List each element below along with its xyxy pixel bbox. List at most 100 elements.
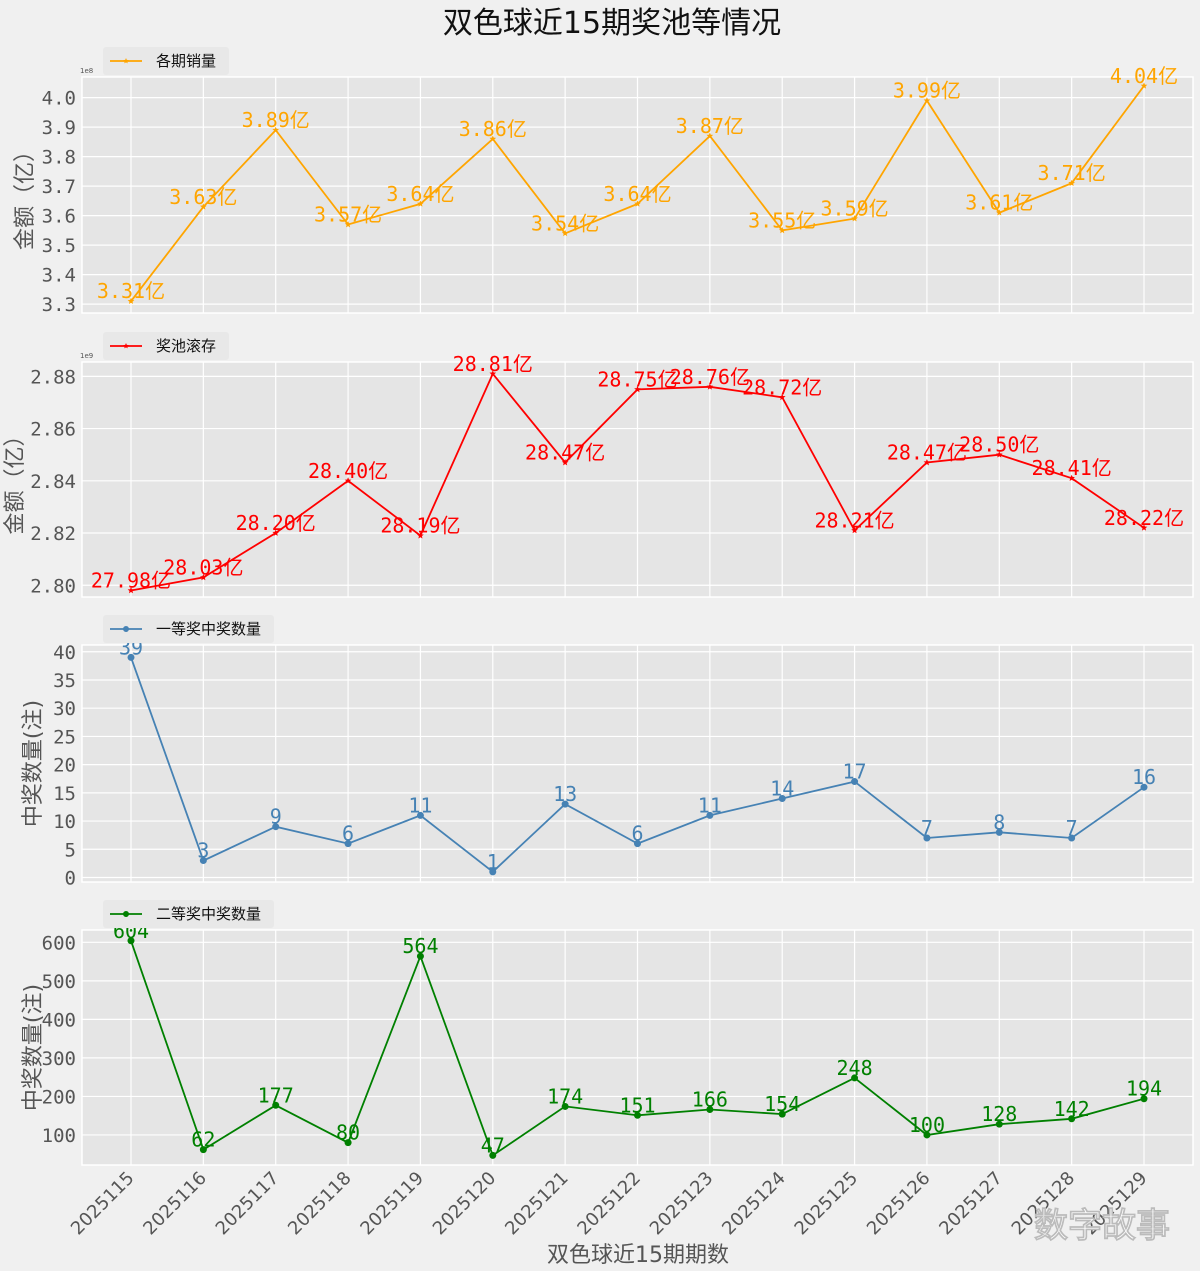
data-label: 100	[909, 1113, 945, 1137]
data-point-marker	[127, 297, 135, 305]
data-point-marker	[199, 1146, 207, 1154]
data-label: 3.87亿	[676, 114, 744, 138]
data-point-marker	[851, 215, 858, 222]
data-point-marker	[416, 811, 424, 819]
data-label: 7	[1066, 816, 1078, 840]
data-point-marker	[706, 811, 714, 819]
y-tick-label: 30	[53, 698, 76, 720]
figure-title: 双色球近15期奖池等情况	[443, 6, 781, 41]
legend: 各期销量	[103, 47, 229, 75]
y-tick-label: 35	[53, 670, 76, 692]
data-point-marker	[923, 459, 931, 466]
data-point-marker	[561, 229, 569, 237]
data-label: 28.76亿	[670, 365, 750, 389]
data-point-marker	[995, 828, 1003, 836]
y-tick-label: 15	[53, 783, 76, 805]
data-point-marker	[272, 126, 280, 133]
x-tick-label: 2025122	[573, 1168, 645, 1240]
y-tick-label: 3.9	[42, 117, 76, 139]
data-point-marker	[706, 132, 714, 139]
data-point-marker	[995, 451, 1003, 458]
x-axis-label: 双色球近15期期数	[547, 1243, 729, 1268]
legend-marker-icon	[123, 911, 129, 917]
data-label: 3.89亿	[242, 108, 310, 132]
data-label: 142	[1054, 1097, 1090, 1121]
data-point-marker	[417, 200, 424, 207]
data-point-marker	[995, 1120, 1003, 1128]
data-point-marker	[778, 393, 786, 401]
axis-scale-note: 1e9	[80, 352, 93, 360]
data-point-marker	[923, 1131, 931, 1139]
data-label: 3.64亿	[603, 182, 671, 206]
data-label: 9	[270, 805, 282, 829]
data-point-marker	[127, 653, 135, 661]
x-tick-label: 2025125	[791, 1168, 863, 1240]
y-tick-label: 20	[53, 755, 76, 777]
data-point-marker	[1068, 1115, 1076, 1123]
data-label: 8	[993, 810, 1005, 834]
data-label: 248	[837, 1056, 873, 1080]
data-label: 174	[547, 1084, 583, 1108]
y-tick-label: 3.8	[42, 147, 76, 169]
data-point-marker	[1068, 474, 1075, 482]
y-tick-label: 300	[42, 1048, 76, 1070]
data-point-marker	[923, 834, 931, 842]
axis-scale-note: 1e8	[80, 67, 93, 75]
x-tick-label: 2025119	[356, 1168, 428, 1240]
legend-marker-icon	[123, 58, 129, 64]
data-point-marker	[1068, 179, 1075, 187]
data-point-marker	[851, 526, 858, 534]
data-point-marker	[489, 370, 497, 377]
data-label: 11	[408, 793, 432, 817]
y-tick-label: 200	[42, 1086, 76, 1108]
data-label: 28.75亿	[597, 367, 677, 391]
y-axis-label: 金额（亿）	[3, 424, 28, 534]
legend-label: 各期销量	[156, 52, 216, 70]
data-point-marker	[778, 1110, 786, 1118]
legend-label: 二等奖中奖数量	[156, 905, 261, 923]
data-label: 27.98亿	[91, 568, 171, 592]
data-label: 16	[1132, 765, 1156, 789]
data-label: 13	[553, 782, 577, 806]
data-label: 7	[921, 816, 933, 840]
data-label: 3	[197, 839, 209, 863]
y-tick-label: 3.3	[42, 294, 76, 316]
chart-panel-3: 0510152025303540中奖数量(注)39396111136111417…	[21, 615, 1194, 889]
data-label: 3.57亿	[314, 203, 382, 227]
data-point-marker	[923, 97, 931, 104]
data-label: 80	[336, 1121, 360, 1145]
x-tick-label: 2025120	[429, 1168, 501, 1240]
data-label: 3.86亿	[459, 117, 527, 141]
y-tick-label: 3.6	[42, 206, 76, 228]
data-label: 28.21亿	[814, 508, 894, 532]
legend-marker-icon	[123, 343, 129, 349]
data-label: 28.47亿	[525, 441, 605, 465]
data-point-marker	[344, 1139, 352, 1147]
y-axis-label: 中奖数量(注)	[21, 984, 46, 1111]
y-tick-label: 3.5	[42, 235, 76, 257]
x-tick-label: 2025121	[501, 1168, 573, 1240]
data-point-marker	[344, 221, 352, 228]
data-label: 3.63亿	[169, 185, 237, 209]
data-label: 14	[770, 776, 794, 800]
data-point-marker	[127, 937, 135, 945]
x-tick-label: 2025115	[67, 1168, 139, 1240]
x-tick-label: 2025118	[284, 1168, 356, 1240]
y-tick-label: 4.0	[42, 88, 76, 110]
y-tick-label: 2.80	[30, 575, 76, 597]
data-label: 28.81亿	[453, 352, 533, 376]
data-label: 128	[981, 1102, 1017, 1126]
data-label: 194	[1126, 1077, 1162, 1101]
data-label: 151	[619, 1093, 655, 1117]
legend: 二等奖中奖数量	[103, 900, 274, 928]
y-tick-label: 2.84	[30, 471, 76, 493]
data-label: 47	[481, 1133, 505, 1157]
data-point-marker	[561, 1102, 569, 1110]
chart-panel-2: 2.80 2.82 2.84 2.86 2.88 1e9 金额（亿） 27.98亿28.03亿…	[3, 332, 1194, 598]
x-tick-label: 2025117	[212, 1168, 284, 1240]
data-point-marker	[344, 477, 352, 484]
data-label: 28.72亿	[742, 375, 822, 399]
data-point-marker	[200, 573, 207, 581]
x-tick-label: 2025116	[139, 1168, 211, 1240]
data-point-marker	[200, 203, 207, 210]
